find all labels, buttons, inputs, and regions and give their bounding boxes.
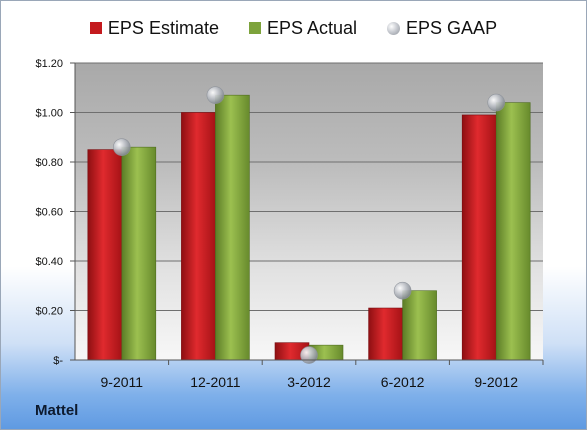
bar-eps-actual: [215, 94, 250, 361]
legend: EPS Estimate EPS Actual EPS GAAP: [1, 15, 586, 41]
bar-eps-estimate: [461, 114, 497, 361]
bar-eps-estimate: [368, 307, 403, 361]
bar-eps-estimate: [181, 112, 216, 361]
bar-eps-actual: [495, 102, 531, 361]
y-tick-label: $1.00: [35, 108, 63, 120]
x-tick-label: 12-2011: [190, 374, 241, 390]
legend-label-actual: EPS Actual: [266, 17, 358, 38]
x-tick-label: 9-2012: [474, 374, 518, 390]
bar-eps-estimate: [87, 149, 123, 361]
x-tick-label: 6-2012: [381, 374, 425, 390]
legend-swatch-gaap: [387, 21, 401, 35]
bar-eps-actual: [402, 290, 437, 361]
legend-label-estimate: EPS Estimate: [107, 17, 219, 38]
legend-swatch-actual: [248, 22, 261, 34]
gaap-point: [300, 346, 318, 364]
legend-item-estimate: EPS Estimate: [89, 17, 219, 39]
y-tick-label: $0.60: [35, 207, 63, 219]
y-tick-label: $0.80: [35, 157, 63, 169]
gaap-point: [206, 86, 225, 104]
bars: [87, 94, 531, 361]
y-tick-label: $1.20: [35, 58, 63, 70]
y-axis: $- $0.20 $0.40 $0.60 $0.80 $1.00 $1.20: [35, 58, 76, 367]
legend-item-gaap: EPS GAAP: [387, 18, 497, 39]
x-tick-label: 9-2011: [101, 374, 144, 390]
x-tick-label: 3-2012: [287, 374, 331, 390]
gaap-points: [113, 86, 506, 364]
y-tick-label: $0.20: [35, 306, 63, 318]
company-name: Mattel: [35, 402, 79, 419]
gaap-point: [487, 93, 506, 112]
x-axis: 9-2011 12-2011 3-2012 6-2012 9-2012: [75, 359, 544, 390]
legend-swatch-estimate: [89, 22, 102, 34]
gaap-point: [113, 138, 131, 156]
bar-eps-actual: [121, 146, 157, 361]
gaap-point: [393, 281, 412, 300]
y-tick-label: $0.40: [35, 256, 63, 268]
legend-label-gaap: EPS GAAP: [406, 17, 498, 38]
y-tick-label: $-: [53, 355, 63, 367]
legend-item-actual: EPS Actual: [248, 17, 358, 39]
